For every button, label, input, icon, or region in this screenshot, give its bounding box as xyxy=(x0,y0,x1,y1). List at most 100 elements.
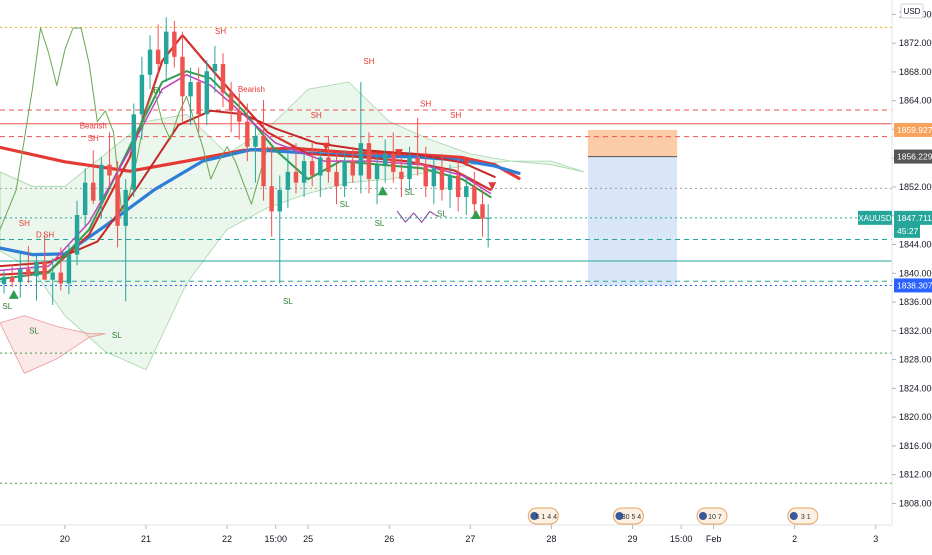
candle-58[interactable] xyxy=(472,171,477,219)
candle-11[interactable] xyxy=(91,150,96,205)
candle-36[interactable] xyxy=(293,143,299,194)
candle-35[interactable] xyxy=(285,153,291,208)
candle-23[interactable] xyxy=(188,67,193,126)
candle-10[interactable] xyxy=(82,168,88,226)
candle-2[interactable] xyxy=(18,253,23,298)
candle-49[interactable] xyxy=(399,157,404,198)
candle-30[interactable] xyxy=(245,103,250,162)
candle-59[interactable] xyxy=(480,189,485,237)
candle-body xyxy=(480,204,485,219)
flag-icon xyxy=(789,512,798,520)
candle-5[interactable] xyxy=(42,235,47,280)
candle-body xyxy=(391,153,396,172)
candle-6[interactable] xyxy=(50,258,55,305)
candle-52[interactable] xyxy=(423,146,428,198)
y-tick-label: 1828.000 xyxy=(899,355,932,365)
candle-51[interactable] xyxy=(415,117,420,176)
candle-7[interactable] xyxy=(58,247,64,291)
candle-12[interactable] xyxy=(99,157,104,219)
candle-4[interactable] xyxy=(34,254,39,301)
annotation-sl-13: SL xyxy=(2,302,12,311)
candle-17[interactable] xyxy=(139,56,145,140)
event-flag-icon-1[interactable]: 30 5 4 xyxy=(612,507,644,525)
candle-55[interactable] xyxy=(447,164,453,208)
candle-34[interactable] xyxy=(277,175,282,284)
cloud-area-0 xyxy=(0,81,585,371)
candle-32[interactable] xyxy=(261,99,266,201)
candle-31[interactable] xyxy=(253,125,258,183)
candle-54[interactable] xyxy=(439,153,445,201)
candle-body xyxy=(172,31,177,57)
candle-37[interactable] xyxy=(301,153,307,198)
candle-46[interactable] xyxy=(374,153,380,205)
annotation-sh-11: SH xyxy=(420,99,431,108)
flag-icon xyxy=(698,512,707,520)
candle-29[interactable] xyxy=(236,92,242,140)
event-flag-icon-3[interactable]: 3 1 xyxy=(787,507,819,525)
event-flag-bg xyxy=(612,507,644,525)
candle-48[interactable] xyxy=(391,132,396,183)
position-target-zone[interactable] xyxy=(587,156,678,286)
y-tick-label: 1864.000 xyxy=(899,96,932,106)
candle-43[interactable] xyxy=(350,146,355,183)
candle-14[interactable] xyxy=(115,161,120,248)
candle-25[interactable] xyxy=(204,60,210,126)
candle-26[interactable] xyxy=(212,46,218,93)
candle-60[interactable] xyxy=(485,204,491,248)
x-tick-label: 25 xyxy=(303,534,313,544)
candle-33[interactable] xyxy=(269,146,274,237)
candle-19[interactable] xyxy=(155,24,161,75)
candle-16[interactable] xyxy=(131,103,137,198)
candle-13[interactable] xyxy=(107,132,112,187)
candle-0[interactable] xyxy=(1,271,7,294)
buy-signal-triangle-0 xyxy=(8,289,19,299)
event-flag-icon-2[interactable]: 10 7 xyxy=(696,507,728,525)
candle-44[interactable] xyxy=(358,81,364,194)
candle-22[interactable] xyxy=(180,31,185,122)
candle-56[interactable] xyxy=(455,157,461,212)
annotation-bearish-4: Bearish xyxy=(80,122,107,131)
currency-box[interactable] xyxy=(900,3,924,19)
candle-body xyxy=(99,164,104,201)
candle-28[interactable] xyxy=(228,81,234,133)
annotation-sh-1: SH xyxy=(19,219,30,228)
annotation-sl-14: SL xyxy=(29,327,39,336)
price-label-bg-0 xyxy=(894,122,932,137)
candle-38[interactable] xyxy=(309,143,315,187)
event-flag-icon-0[interactable]: 5 1 4 4 xyxy=(527,507,559,525)
candle-24[interactable] xyxy=(196,67,201,133)
candle-42[interactable] xyxy=(342,150,347,198)
candle-41[interactable] xyxy=(334,153,339,205)
candle-57[interactable] xyxy=(464,175,469,216)
symbol-tag-bg xyxy=(858,210,892,225)
candle-50[interactable] xyxy=(407,146,412,190)
candle-8[interactable] xyxy=(66,243,72,295)
candle-body xyxy=(447,175,453,190)
candle-body xyxy=(147,49,153,75)
candle-body xyxy=(180,56,185,97)
candle-27[interactable] xyxy=(220,53,226,108)
candle-body xyxy=(42,261,47,280)
candle-body xyxy=(253,135,258,147)
candle-45[interactable] xyxy=(366,132,372,194)
candle-53[interactable] xyxy=(431,157,437,205)
candle-1[interactable] xyxy=(9,264,15,287)
candle-18[interactable] xyxy=(147,35,153,90)
x-tick-label: 2 xyxy=(792,534,797,544)
position-stop-zone[interactable] xyxy=(587,129,678,157)
candle-body xyxy=(9,276,15,282)
candle-47[interactable] xyxy=(382,139,388,183)
price-label-0: 1859.927 xyxy=(897,125,932,135)
candle-body xyxy=(399,171,404,180)
candle-body xyxy=(464,186,469,198)
annotation-sl-18: SL xyxy=(340,200,350,209)
candle-21[interactable] xyxy=(172,20,177,68)
candle-20[interactable] xyxy=(164,17,169,82)
candle-3[interactable] xyxy=(26,245,31,284)
candle-9[interactable] xyxy=(74,200,80,266)
candle-15[interactable] xyxy=(123,179,128,302)
candle-39[interactable] xyxy=(318,150,323,198)
plot-area[interactable]: SHSHDSHBearishSHSHSHBearishSHSHSHSHSLSLS… xyxy=(0,0,892,525)
